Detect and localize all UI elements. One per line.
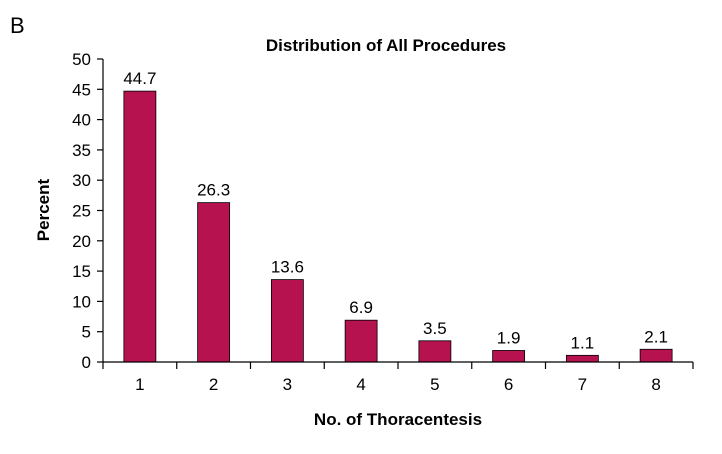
y-tick-label-2: 10 (72, 292, 91, 311)
data-label-2: 26.3 (197, 181, 230, 200)
y-tick-label-9: 45 (72, 80, 91, 99)
data-label-3: 13.6 (271, 258, 304, 277)
y-tick-label-6: 30 (72, 171, 91, 190)
bars (123, 90, 673, 363)
x-tick-label-2: 2 (209, 375, 218, 394)
bar-5 (418, 340, 452, 363)
chart-title: Distribution of All Procedures (266, 36, 506, 55)
panel-label: B (10, 13, 25, 38)
x-tick-label-6: 6 (504, 375, 513, 394)
bar-1 (123, 90, 157, 363)
bar-8 (639, 348, 673, 363)
x-axis-title: No. of Thoracentesis (314, 410, 482, 429)
bar-3 (270, 279, 304, 363)
data-label-6: 1.9 (497, 328, 521, 347)
bar-2 (197, 202, 231, 363)
y-axis-title: Percent (34, 178, 53, 241)
y-tick-label-4: 20 (72, 232, 91, 251)
bar-4 (344, 319, 378, 363)
x-tick-label-4: 4 (356, 375, 365, 394)
bar-7 (565, 354, 599, 363)
data-label-7: 1.1 (571, 333, 595, 352)
y-tick-label-3: 15 (72, 262, 91, 281)
y-axis-ticks: 0 5 10 15 20 25 30 35 40 45 50 (72, 50, 103, 372)
y-tick-label-10: 50 (72, 50, 91, 69)
y-tick-label-0: 0 (82, 353, 91, 372)
y-tick-label-8: 40 (72, 111, 91, 130)
bar-6 (492, 350, 526, 363)
y-tick-label-7: 35 (72, 141, 91, 160)
x-tick-label-1: 1 (135, 375, 144, 394)
x-tick-label-5: 5 (430, 375, 439, 394)
data-label-8: 2.1 (644, 327, 668, 346)
y-tick-label-5: 25 (72, 202, 91, 221)
x-tick-label-8: 8 (651, 375, 660, 394)
x-axis-ticks: 1 2 3 4 5 6 7 8 (102, 362, 694, 394)
data-label-1: 44.7 (123, 69, 156, 88)
y-tick-label-1: 5 (82, 323, 91, 342)
data-labels: 44.7 26.3 13.6 6.9 3.5 1.9 1.1 2.1 (123, 69, 668, 352)
data-label-4: 6.9 (349, 298, 373, 317)
data-label-5: 3.5 (423, 319, 447, 338)
x-tick-label-3: 3 (283, 375, 292, 394)
x-tick-label-7: 7 (578, 375, 587, 394)
